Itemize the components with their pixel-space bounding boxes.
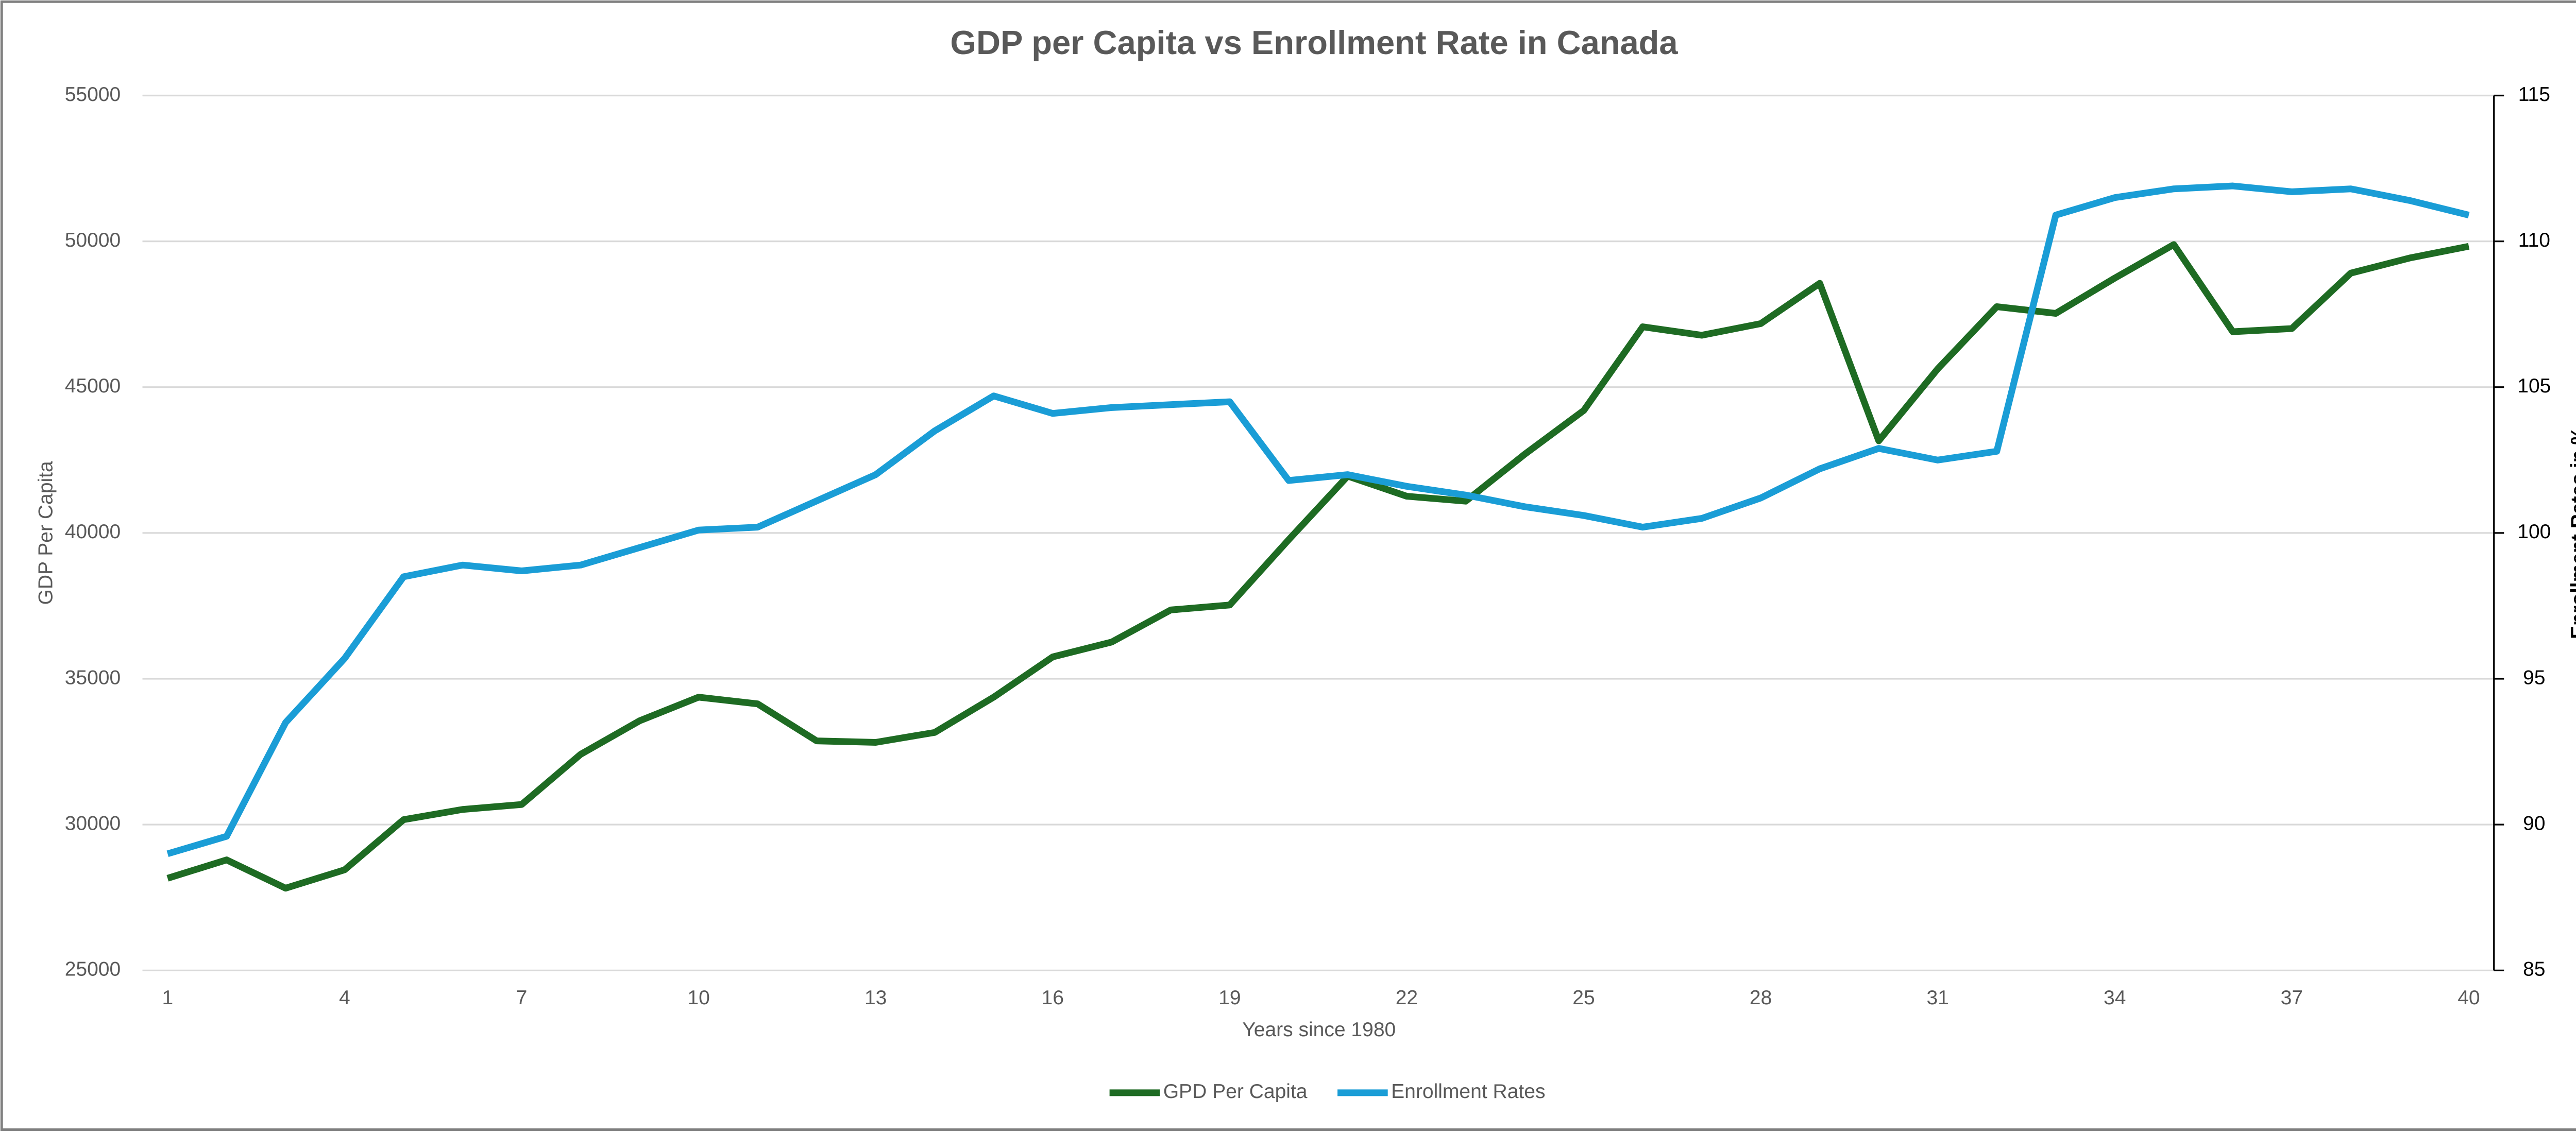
x-tick-label: 40 <box>2458 987 2480 1009</box>
x-tick-label: 31 <box>1926 987 1948 1009</box>
legend-label: Enrollment Rates <box>1391 1080 1545 1103</box>
y2-tick-label: 115 <box>2518 83 2550 106</box>
y2-tick-label: 95 <box>2523 666 2545 689</box>
series-line <box>166 182 2470 857</box>
x-axis-label: Years since 1980 <box>1242 1019 1396 1041</box>
y-tick-label: 40000 <box>65 521 121 543</box>
series-line <box>166 241 2470 892</box>
x-tick-label: 10 <box>687 987 709 1009</box>
x-tick-label: 7 <box>516 987 528 1009</box>
x-tick-label: 25 <box>1572 987 1595 1009</box>
y2-tick-label: 90 <box>2523 812 2545 834</box>
x-tick-label: 19 <box>1218 987 1241 1009</box>
y2-tick-label: 85 <box>2523 958 2545 981</box>
y-tick-label: 35000 <box>65 666 121 689</box>
x-tick-label: 28 <box>1750 987 1772 1009</box>
x-tick-label: 16 <box>1042 987 1064 1009</box>
x-tick-label: 1 <box>162 987 173 1009</box>
y2-axis-label: Enrollment Rates in % <box>2567 427 2576 639</box>
legend-label: GPD Per Capita <box>1163 1080 1308 1103</box>
chart-title: GDP per Capita vs Enrollment Rate in Can… <box>950 24 1678 61</box>
y-tick-label: 55000 <box>65 83 121 106</box>
y-tick-label: 50000 <box>65 229 121 251</box>
x-tick-label: 37 <box>2281 987 2303 1009</box>
y-tick-label: 30000 <box>65 812 121 834</box>
x-tick-label: 34 <box>2104 987 2126 1009</box>
y2-tick-label: 105 <box>2517 375 2551 397</box>
x-tick-label: 13 <box>865 987 887 1009</box>
y-axis-label: GDP Per Capita <box>35 461 57 605</box>
y-tick-label: 45000 <box>65 375 121 397</box>
x-tick-label: 4 <box>339 987 350 1009</box>
x-tick-label: 22 <box>1396 987 1418 1009</box>
y2-tick-label: 100 <box>2517 521 2551 543</box>
y2-tick-label: 110 <box>2518 229 2550 251</box>
y-tick-label: 25000 <box>65 958 121 981</box>
